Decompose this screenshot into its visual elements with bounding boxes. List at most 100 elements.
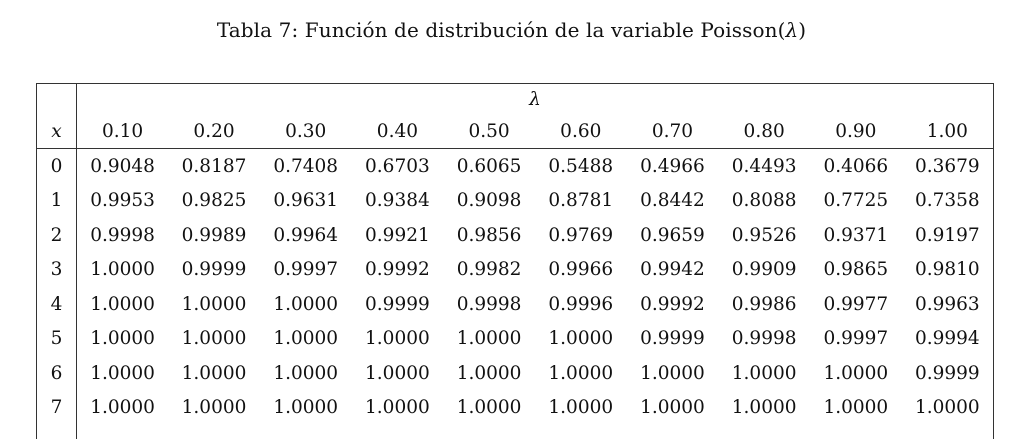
x-value-cell: 4 (36, 287, 77, 322)
x-value-cell: 3 (36, 252, 77, 287)
table-row: 7 1.0000 1.0000 1.0000 1.0000 1.0000 1.0000 1.0… (36, 390, 994, 425)
x-value-cell: 2 (36, 218, 77, 253)
probability-cell: 0.9994 (901, 321, 994, 356)
lambda-column-header: 0.60 (534, 114, 627, 149)
probability-cell: 1.0000 (548, 397, 614, 419)
probability-cell: 1.0000 (273, 293, 339, 315)
probability-cell: 0.9909 (731, 259, 797, 281)
probability-cell: 1.0000 (548, 362, 614, 384)
x-value-cell: 6 (36, 356, 77, 391)
probability-cell: 1.0000 (365, 328, 430, 350)
probability-cell: 0.9384 (365, 190, 430, 212)
probability-cell: 0.9989 (181, 224, 247, 246)
x-value-cell: 7 (36, 390, 77, 425)
x-value-cell: 5 (36, 321, 77, 356)
table-row: 6 1.0000 1.0000 1.0000 1.0000 1.0000 1.0000 1.0… (36, 356, 994, 391)
x-column-header: x (36, 114, 77, 149)
probability-cell: 0.9953 (90, 190, 155, 212)
probability-cell: 0.9999 (181, 259, 247, 281)
probability-cell: 1.0000 (90, 259, 155, 281)
probability-cell: 0.9371 (823, 224, 889, 246)
probability-cell: 0.9998 (731, 328, 797, 350)
probability-cell: 0.6703 (365, 155, 430, 177)
lambda-group-header-row: λ (36, 83, 994, 114)
probability-cell: 1.0000 (901, 390, 994, 425)
column-header-row: x 0.10 0.20 0.30 0.40 0.50 0.60 0.70 0.80 0.90 1.… (36, 114, 994, 149)
probability-cell: 0.9921 (365, 224, 430, 246)
probability-cell: 0.9992 (640, 293, 705, 315)
probability-cell: 0.4493 (731, 155, 797, 177)
probability-cell: 0.7408 (273, 155, 339, 177)
probability-cell: 0.7725 (823, 190, 889, 212)
probability-cell: 0.9998 (456, 293, 522, 315)
continuation-cell (901, 425, 994, 439)
probability-cell: 0.9769 (548, 224, 614, 246)
lambda-column-header: 0.70 (626, 114, 719, 149)
header-corner (36, 83, 77, 114)
poisson-distribution-table: λ x 0.10 0.20 0.30 0.40 0.50 0.60 0.70 0.80 0.90… (36, 83, 994, 439)
table-caption: Tabla 7: Función de distribución de la v… (0, 18, 1023, 42)
table-row: 3 1.0000 0.9999 0.9997 0.9992 0.9982 0.9966 0.9… (36, 252, 994, 287)
poisson-table-container: λ x 0.10 0.20 0.30 0.40 0.50 0.60 0.70 0.80 0.90… (36, 83, 994, 441)
lambda-column-header: 0.30 (259, 114, 352, 149)
probability-cell: 0.9986 (731, 293, 797, 315)
probability-cell: 1.0000 (456, 397, 522, 419)
lambda-column-header: 0.20 (168, 114, 260, 149)
probability-cell: 0.9825 (181, 190, 247, 212)
continuation-cell (535, 425, 627, 439)
lambda-group-header: λ (76, 83, 994, 114)
lambda-column-header: 0.90 (810, 114, 902, 149)
continuation-cell (718, 425, 810, 439)
probability-cell: 0.9810 (901, 252, 994, 287)
probability-cell: 0.9966 (548, 259, 614, 281)
probability-cell: 0.5488 (548, 155, 614, 177)
x-value-cell: 1 (36, 183, 77, 218)
continuation-cell (77, 425, 169, 439)
probability-cell: 1.0000 (90, 293, 155, 315)
table-row: 1 0.9953 0.9825 0.9631 0.9384 0.9098 0.8781 0.8… (36, 183, 994, 218)
probability-cell: 0.8442 (640, 190, 705, 212)
probability-cell: 1.0000 (548, 328, 614, 350)
probability-cell: 0.4966 (640, 155, 705, 177)
probability-cell: 0.9865 (823, 259, 889, 281)
continuation-cell (352, 425, 444, 439)
probability-cell: 0.9997 (273, 259, 339, 281)
probability-cell: 0.9631 (273, 190, 339, 212)
probability-cell: 0.9856 (456, 224, 522, 246)
probability-cell: 0.7358 (901, 183, 994, 218)
probability-cell: 1.0000 (181, 293, 247, 315)
probability-cell: 0.9964 (273, 224, 339, 246)
probability-cell: 1.0000 (273, 362, 339, 384)
probability-cell: 0.8088 (731, 190, 797, 212)
probability-cell: 0.9942 (640, 259, 705, 281)
probability-cell: 0.6065 (456, 155, 522, 177)
probability-cell: 0.9998 (90, 224, 155, 246)
table-row: 4 1.0000 1.0000 1.0000 0.9999 0.9998 0.9996 0.9… (36, 287, 994, 322)
probability-cell: 1.0000 (456, 362, 522, 384)
probability-cell: 0.9999 (901, 356, 994, 391)
probability-cell: 1.0000 (731, 362, 797, 384)
probability-cell: 1.0000 (273, 328, 339, 350)
probability-cell: 0.9999 (365, 293, 430, 315)
continuation-cell (627, 425, 719, 439)
table-row: 5 1.0000 1.0000 1.0000 1.0000 1.0000 1.0000 0.9… (36, 321, 994, 356)
probability-cell: 1.0000 (456, 328, 522, 350)
probability-cell: 0.9999 (640, 328, 705, 350)
probability-cell: 1.0000 (273, 397, 339, 419)
lambda-column-header: 0.80 (718, 114, 810, 149)
probability-cell: 0.9996 (548, 293, 614, 315)
continuation-cell (168, 425, 260, 439)
probability-cell: 0.4066 (823, 155, 889, 177)
probability-cell: 0.8187 (181, 155, 247, 177)
probability-cell: 1.0000 (90, 397, 155, 419)
probability-cell: 1.0000 (181, 362, 247, 384)
probability-cell: 1.0000 (731, 397, 797, 419)
probability-cell: 0.9526 (731, 224, 797, 246)
caption-prefix: Tabla 7: Función de distribución de la v… (216, 18, 786, 42)
probability-cell: 1.0000 (365, 362, 430, 384)
lambda-column-header: 0.10 (76, 114, 169, 149)
caption-suffix: ) (798, 18, 807, 42)
caption-lambda-symbol: λ (785, 18, 799, 42)
probability-cell: 0.9982 (456, 259, 522, 281)
probability-cell: 0.9197 (901, 218, 994, 253)
